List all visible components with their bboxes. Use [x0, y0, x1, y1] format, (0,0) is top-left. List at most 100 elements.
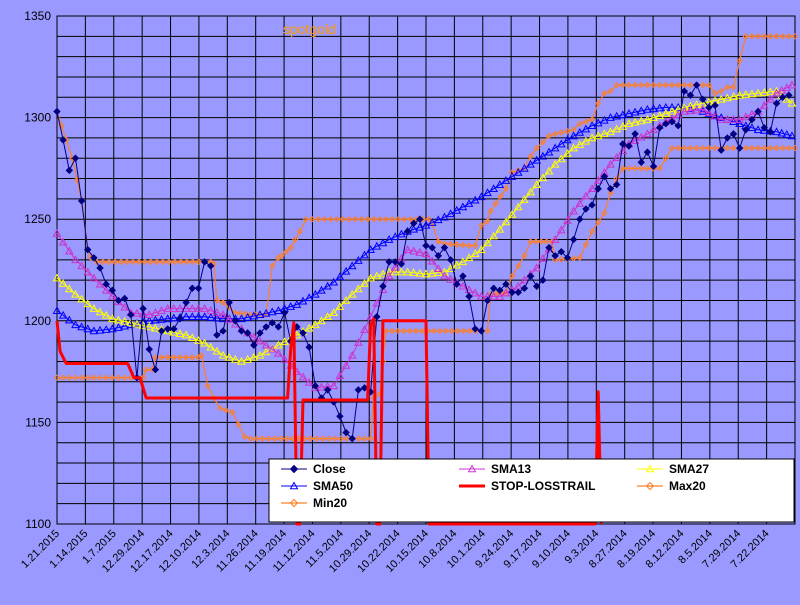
data-point — [195, 258, 202, 266]
data-point — [544, 166, 554, 175]
data-point — [102, 374, 110, 381]
data-point — [557, 248, 566, 256]
data-point — [358, 215, 365, 223]
data-point — [101, 325, 111, 333]
legend-label: SMA13 — [491, 462, 531, 476]
data-point — [378, 238, 388, 247]
data-point — [760, 124, 768, 132]
data-point — [507, 209, 517, 218]
data-point — [169, 304, 179, 312]
data-point — [513, 167, 523, 176]
data-point — [569, 206, 578, 215]
y-tick-label: 1350 — [24, 9, 51, 23]
data-point — [421, 269, 431, 278]
data-point — [687, 144, 694, 152]
data-point — [64, 284, 74, 293]
series-line-min20 — [57, 147, 795, 440]
data-point — [274, 306, 283, 314]
data-point — [428, 243, 436, 252]
data-point — [282, 248, 290, 255]
data-point — [261, 308, 271, 317]
data-point — [681, 144, 688, 152]
data-point — [243, 329, 252, 337]
data-point — [787, 131, 797, 140]
data-point — [298, 296, 308, 305]
data-point — [360, 279, 369, 287]
legend-item-stop-loss-trail: STOP-LOSSTRAIL — [459, 479, 595, 493]
data-point — [613, 81, 620, 89]
data-point — [631, 81, 639, 89]
data-point — [108, 324, 117, 333]
data-point — [655, 103, 665, 112]
data-point — [754, 144, 762, 152]
data-point — [650, 81, 657, 89]
data-point — [483, 238, 492, 247]
data-point — [460, 327, 467, 335]
data-point — [427, 218, 437, 226]
data-point — [188, 284, 197, 292]
data-point — [767, 33, 774, 40]
data-point — [556, 154, 566, 163]
data-point — [716, 115, 726, 123]
data-point — [736, 57, 743, 64]
data-point — [218, 310, 228, 319]
data-point — [213, 297, 221, 304]
data-point — [52, 306, 62, 314]
data-point — [90, 374, 98, 381]
data-point — [403, 227, 412, 236]
data-point — [406, 327, 414, 335]
data-point — [612, 180, 621, 189]
data-point — [274, 340, 283, 349]
data-point — [378, 269, 388, 278]
data-point — [287, 244, 294, 251]
data-point — [600, 115, 609, 124]
data-point — [502, 185, 510, 192]
data-point — [729, 92, 738, 100]
data-point — [777, 128, 787, 137]
data-point — [741, 112, 751, 121]
data-point — [200, 258, 209, 266]
data-point — [397, 260, 406, 268]
data-point — [415, 268, 425, 277]
data-point — [551, 252, 559, 260]
data-point — [325, 435, 332, 442]
data-point — [705, 103, 713, 112]
data-point — [458, 257, 468, 266]
data-point — [459, 272, 467, 280]
data-point — [407, 215, 414, 223]
data-point — [108, 291, 117, 300]
data-point — [526, 272, 535, 280]
data-point — [508, 272, 516, 280]
data-point — [337, 435, 344, 442]
data-point — [644, 81, 651, 89]
data-point — [587, 133, 597, 142]
data-point — [576, 120, 583, 127]
legend-label: Close — [313, 462, 346, 476]
data-point — [735, 115, 744, 123]
data-point — [501, 176, 511, 184]
data-point — [382, 327, 390, 335]
data-point — [606, 185, 615, 193]
data-point — [496, 286, 504, 295]
data-point — [401, 215, 408, 223]
data-point — [497, 192, 505, 200]
data-point — [705, 81, 713, 89]
data-point — [588, 201, 596, 209]
legend-item-sma27: SMA27 — [637, 462, 709, 476]
data-point — [779, 33, 786, 40]
data-point — [508, 169, 516, 176]
data-point — [139, 374, 147, 381]
series-line-stop-loss-trail — [55, 317, 603, 526]
data-point — [550, 234, 560, 243]
data-point — [458, 202, 468, 211]
data-point — [724, 144, 731, 152]
data-point — [446, 274, 455, 283]
data-point — [90, 254, 98, 262]
legend-label: Max20 — [669, 479, 706, 493]
data-point — [495, 180, 505, 188]
data-point — [563, 216, 572, 224]
data-point — [64, 315, 74, 324]
data-point — [543, 238, 550, 245]
data-point — [655, 124, 664, 132]
data-point — [785, 144, 793, 152]
